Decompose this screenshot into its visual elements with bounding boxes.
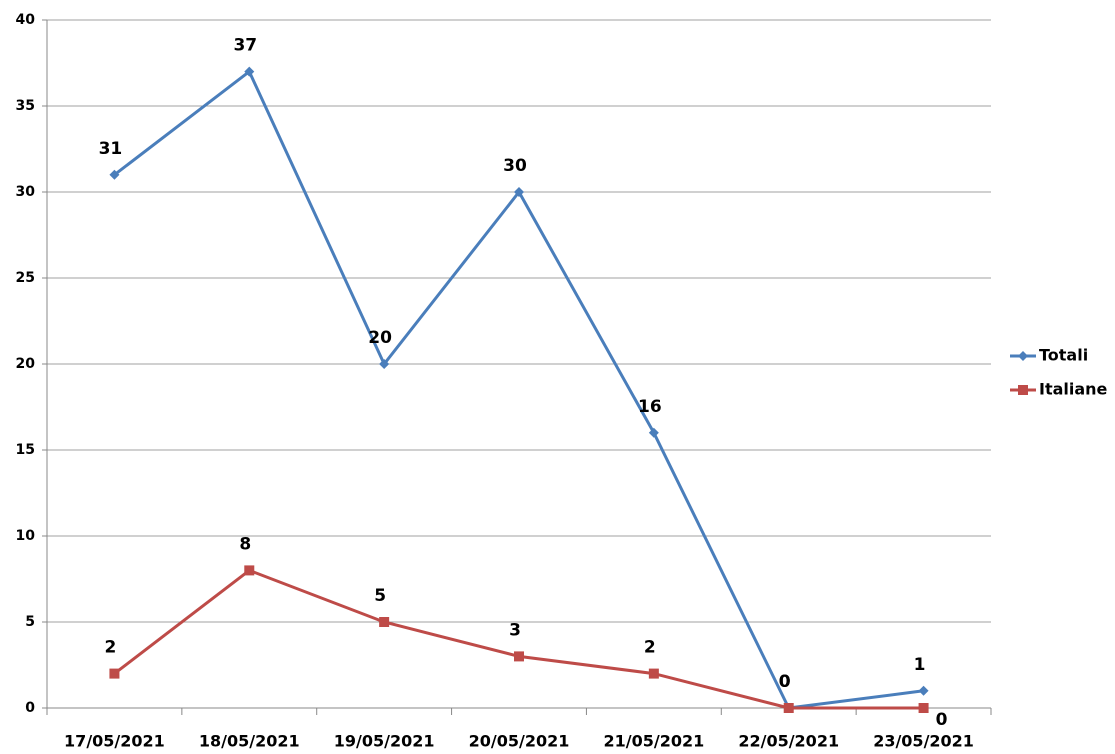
- data-label: 30: [503, 156, 527, 176]
- y-tick-label: 0: [25, 700, 35, 716]
- y-tick-label: 20: [16, 356, 36, 372]
- x-tick-label: 21/05/2021: [603, 732, 704, 751]
- legend-marker: [1018, 385, 1028, 395]
- data-label: 37: [233, 36, 257, 56]
- data-label: 2: [105, 638, 117, 658]
- data-label: 1: [914, 655, 926, 675]
- data-label: 0: [936, 710, 948, 730]
- data-label: 3: [509, 620, 521, 640]
- data-point: [783, 703, 794, 713]
- data-point: [514, 651, 524, 662]
- data-label: 31: [99, 139, 123, 159]
- data-label: 8: [239, 534, 251, 554]
- data-point: [109, 668, 120, 679]
- data-label: 0: [779, 672, 791, 692]
- legend-label: Totali: [1039, 346, 1088, 365]
- x-tick-label: 19/05/2021: [334, 732, 435, 751]
- data-point: [648, 427, 659, 438]
- data-point: [379, 617, 390, 627]
- data-label: 2: [644, 638, 656, 658]
- y-tick-label: 30: [16, 184, 36, 200]
- data-point: [244, 66, 255, 77]
- data-point: [244, 565, 255, 576]
- legend-label: Italiane: [1039, 380, 1108, 399]
- x-tick-label: 18/05/2021: [199, 732, 300, 751]
- y-tick-label: 25: [16, 270, 35, 286]
- x-tick-label: 23/05/2021: [873, 732, 974, 751]
- x-tick-label: 17/05/2021: [64, 732, 165, 751]
- y-tick-label: 35: [16, 98, 35, 114]
- x-tick-label: 22/05/2021: [738, 732, 839, 751]
- data-point: [918, 685, 929, 696]
- data-point: [109, 169, 120, 180]
- data-point: [648, 668, 659, 679]
- y-tick-label: 10: [16, 528, 36, 544]
- data-label: 0: [779, 672, 791, 692]
- data-point: [379, 359, 390, 369]
- y-tick-label: 15: [16, 442, 35, 458]
- data-label: 5: [374, 586, 386, 606]
- data-point: [918, 703, 929, 713]
- data-point: [514, 187, 524, 197]
- y-tick-label: 5: [25, 614, 35, 630]
- data-label: 16: [638, 397, 662, 417]
- data-label: 20: [368, 328, 392, 348]
- x-tick-label: 20/05/2021: [469, 732, 570, 751]
- y-tick-label: 40: [16, 12, 36, 28]
- legend-marker: [1018, 351, 1028, 361]
